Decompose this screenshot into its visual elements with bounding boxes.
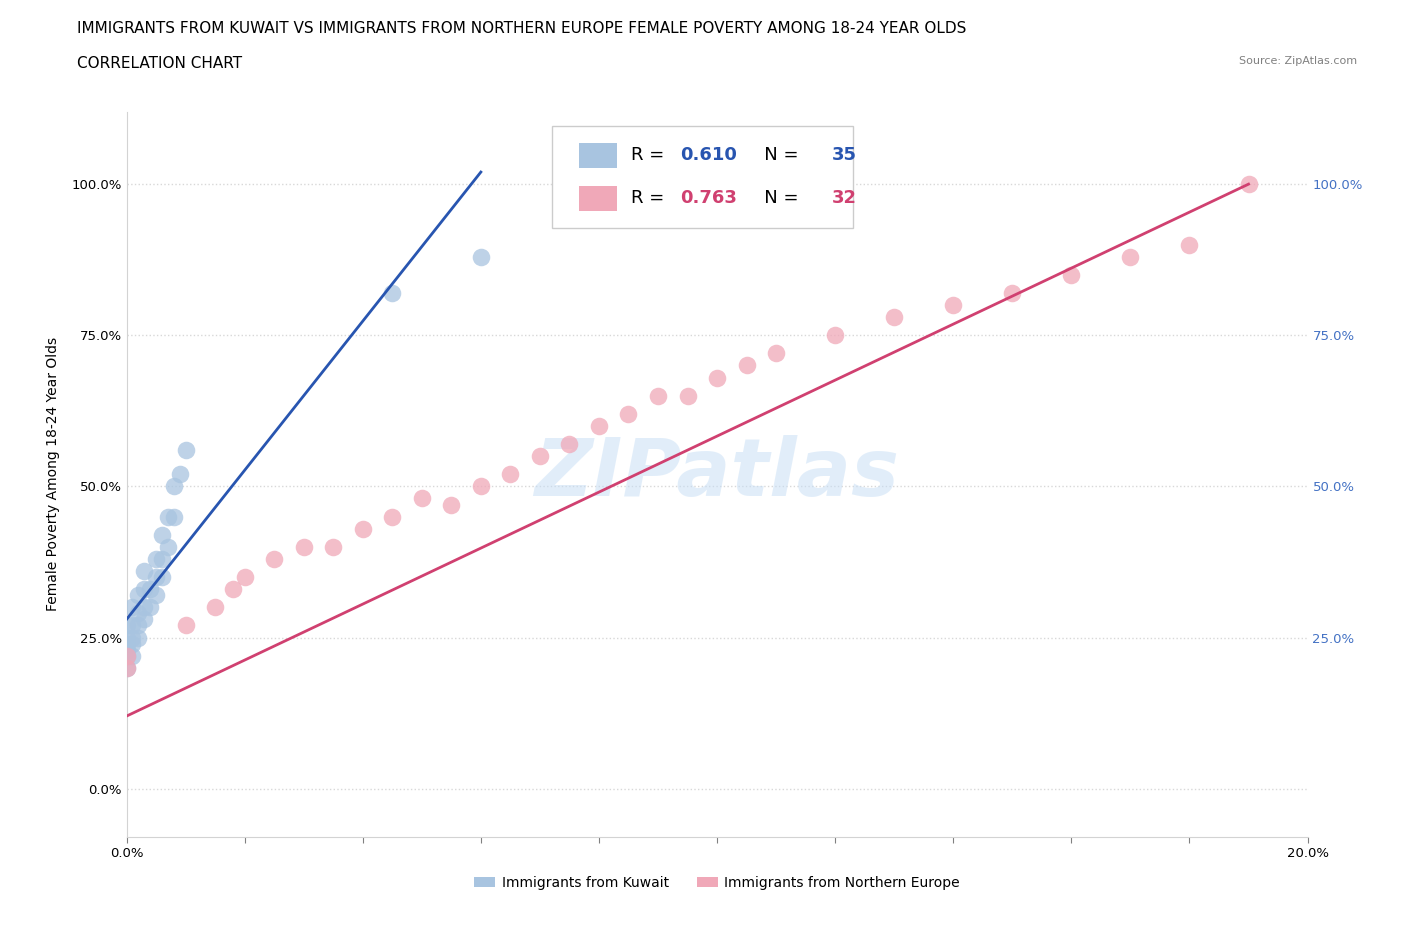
Point	[352, 522, 374, 537]
Text: 35: 35	[831, 147, 856, 165]
Point	[163, 479, 186, 494]
Point	[121, 648, 143, 663]
Point	[322, 539, 344, 554]
Point	[139, 582, 162, 597]
Point	[204, 600, 226, 615]
FancyBboxPatch shape	[579, 186, 617, 211]
Point	[617, 406, 640, 421]
Point	[115, 643, 138, 658]
Point	[676, 389, 699, 404]
Point	[1178, 237, 1201, 252]
Point	[121, 618, 143, 633]
Point	[127, 588, 149, 603]
Text: 0.610: 0.610	[681, 147, 737, 165]
Point	[292, 539, 315, 554]
Point	[1001, 286, 1024, 300]
Point	[588, 418, 610, 433]
Point	[470, 479, 492, 494]
Text: N =: N =	[747, 190, 804, 207]
Point	[150, 551, 173, 566]
Point	[499, 467, 522, 482]
Point	[150, 570, 173, 585]
Text: 32: 32	[831, 190, 856, 207]
Point	[942, 298, 965, 312]
Point	[1237, 177, 1260, 192]
Point	[150, 527, 173, 542]
Point	[233, 570, 256, 585]
Point	[222, 582, 245, 597]
Point	[134, 564, 156, 578]
Text: IMMIGRANTS FROM KUWAIT VS IMMIGRANTS FROM NORTHERN EUROPE FEMALE POVERTY AMONG 1: IMMIGRANTS FROM KUWAIT VS IMMIGRANTS FRO…	[77, 21, 967, 36]
Point	[145, 588, 167, 603]
Point	[115, 636, 138, 651]
Point	[647, 389, 669, 404]
Point	[134, 612, 156, 627]
Point	[115, 618, 138, 633]
Point	[115, 660, 138, 675]
Y-axis label: Female Poverty Among 18-24 Year Olds: Female Poverty Among 18-24 Year Olds	[46, 338, 60, 611]
Point	[169, 467, 191, 482]
Point	[127, 618, 149, 633]
Text: 0.763: 0.763	[681, 190, 737, 207]
Point	[121, 600, 143, 615]
Point	[139, 600, 162, 615]
Point	[115, 660, 138, 675]
Point	[381, 510, 404, 525]
Text: ZIPatlas: ZIPatlas	[534, 435, 900, 513]
Point	[145, 570, 167, 585]
Point	[174, 618, 197, 633]
Point	[381, 286, 404, 300]
Point	[121, 631, 143, 645]
Point	[115, 648, 138, 663]
Point	[163, 510, 186, 525]
Point	[134, 600, 156, 615]
Point	[115, 648, 138, 663]
Point	[156, 510, 179, 525]
Text: N =: N =	[747, 147, 804, 165]
Text: R =: R =	[631, 147, 669, 165]
Point	[174, 443, 197, 458]
Point	[765, 346, 787, 361]
FancyBboxPatch shape	[551, 126, 853, 228]
Point	[127, 606, 149, 621]
Point	[115, 631, 138, 645]
Point	[411, 491, 433, 506]
Point	[824, 328, 846, 343]
FancyBboxPatch shape	[579, 143, 617, 168]
Point	[1060, 268, 1083, 283]
Point	[127, 631, 149, 645]
Text: R =: R =	[631, 190, 669, 207]
Point	[558, 437, 581, 452]
Point	[883, 310, 905, 325]
Point	[134, 582, 156, 597]
Point	[440, 498, 463, 512]
Point	[145, 551, 167, 566]
Point	[121, 636, 143, 651]
Legend: Immigrants from Kuwait, Immigrants from Northern Europe: Immigrants from Kuwait, Immigrants from …	[468, 870, 966, 896]
Point	[529, 449, 551, 464]
Point	[470, 249, 492, 264]
Point	[706, 370, 728, 385]
Point	[156, 539, 179, 554]
Point	[263, 551, 285, 566]
Point	[735, 358, 758, 373]
Point	[1119, 249, 1142, 264]
Text: CORRELATION CHART: CORRELATION CHART	[77, 56, 242, 71]
Text: Source: ZipAtlas.com: Source: ZipAtlas.com	[1239, 56, 1357, 66]
